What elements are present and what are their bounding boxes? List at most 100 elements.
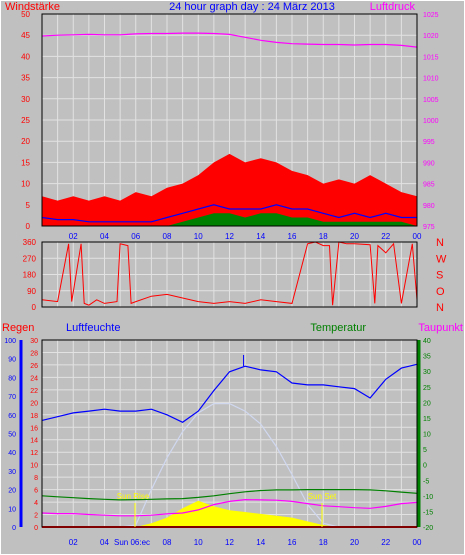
x-tick-label: 16 bbox=[288, 538, 297, 547]
rain-axis-label: Regen bbox=[2, 322, 34, 334]
pressure-tick-label: 1000 bbox=[423, 118, 439, 125]
humidity-temp-frame bbox=[41, 339, 418, 528]
x-tick-label: 06 bbox=[131, 232, 140, 241]
wind-tick-label: 35 bbox=[21, 74, 30, 83]
temperature-tick-label: 40 bbox=[423, 338, 431, 345]
sunset-label: Sun Set bbox=[308, 492, 337, 501]
rain-tick-label: 10 bbox=[30, 463, 38, 470]
temperature-tick-label: 10 bbox=[423, 432, 431, 439]
x-tick-label: 22 bbox=[381, 232, 390, 241]
temperature-tick-label: -15 bbox=[423, 509, 433, 516]
wind-tick-label: 25 bbox=[21, 116, 30, 125]
rain-tick-label: 20 bbox=[30, 400, 38, 407]
humidity-axis-label: Luftfeuchte bbox=[66, 322, 120, 334]
x-tick-label: 14 bbox=[256, 232, 265, 241]
x-tick-label: 14 bbox=[256, 538, 265, 547]
wind-pressure-frame bbox=[41, 13, 418, 227]
temperature-tick-label: -20 bbox=[423, 525, 433, 532]
x-tick-label: 02 bbox=[69, 538, 78, 547]
compass-label: S bbox=[436, 270, 443, 282]
pressure-tick-label: 980 bbox=[423, 203, 435, 210]
x-tick-label: 10 bbox=[194, 538, 203, 547]
compass-label: N bbox=[436, 302, 444, 314]
pressure-tick-label: 1010 bbox=[423, 76, 439, 83]
temperature-tick-label: -5 bbox=[423, 478, 429, 485]
x-tick-label: 08 bbox=[163, 232, 172, 241]
rain-tick-label: 18 bbox=[30, 413, 38, 420]
direction-frame bbox=[41, 241, 418, 308]
humidity-tick-label: 40 bbox=[8, 450, 16, 457]
x-tick-label: 04 bbox=[100, 232, 109, 241]
direction-tick-label: 360 bbox=[23, 238, 37, 247]
rain-tick-label: 24 bbox=[30, 375, 38, 382]
wind-low-area bbox=[42, 213, 417, 226]
rain-tick-label: 2 bbox=[34, 513, 38, 520]
x-tick-label: 18 bbox=[319, 538, 328, 547]
rain-tick-label: 12 bbox=[30, 450, 38, 457]
sun-time-label: Sun 06:ec bbox=[114, 538, 150, 547]
pressure-tick-label: 1005 bbox=[423, 97, 439, 104]
humidity-tick-label: 90 bbox=[8, 357, 16, 364]
direction-tick-label: 0 bbox=[32, 303, 37, 312]
pressure-tick-label: 995 bbox=[423, 139, 435, 146]
pressure-tick-label: 985 bbox=[423, 182, 435, 189]
wind-tick-label: 40 bbox=[21, 52, 30, 61]
temperature-tick-label: 25 bbox=[423, 385, 431, 392]
x-tick-label: 20 bbox=[350, 538, 359, 547]
rain-tick-label: 0 bbox=[34, 525, 38, 532]
temperature-tick-label: 20 bbox=[423, 400, 431, 407]
temperature-tick-label: 30 bbox=[423, 369, 431, 376]
x-tick-label: 00 bbox=[413, 232, 422, 241]
rain-tick-label: 22 bbox=[30, 388, 38, 395]
wind-tick-label: 0 bbox=[26, 222, 31, 231]
wind-avg-line bbox=[41, 204, 417, 223]
wind-tick-label: 20 bbox=[21, 137, 30, 146]
wind-tick-label: 30 bbox=[21, 95, 30, 104]
wind-tick-label: 45 bbox=[21, 31, 30, 40]
pressure-tick-label: 975 bbox=[423, 224, 435, 231]
x-tick-label: 08 bbox=[163, 538, 172, 547]
compass-label: N bbox=[436, 237, 444, 249]
humidity-tick-label: 30 bbox=[8, 469, 16, 476]
sunrise-label: Sun Rise bbox=[117, 492, 150, 501]
pressure-tick-label: 1025 bbox=[423, 12, 439, 19]
humidity-tick-label: 0 bbox=[12, 525, 16, 532]
rain-tick-label: 4 bbox=[34, 500, 38, 507]
temperature-tick-label: 5 bbox=[423, 447, 427, 454]
pressure-tick-label: 1015 bbox=[423, 54, 439, 61]
humidity-tick-label: 70 bbox=[8, 394, 16, 401]
rain-tick-label: 16 bbox=[30, 425, 38, 432]
wind-tick-label: 50 bbox=[21, 10, 30, 19]
pressure-tick-label: 1020 bbox=[423, 33, 439, 40]
direction-line bbox=[41, 241, 418, 306]
graph-title: 24 hour graph day : 24 März 2013 bbox=[169, 1, 335, 13]
wind-axis-label: Windstärke bbox=[5, 1, 60, 13]
humidity-tick-label: 50 bbox=[8, 432, 16, 439]
rain-tick-label: 14 bbox=[30, 438, 38, 445]
pressure-axis-label: Luftdruck bbox=[370, 1, 416, 13]
compass-label: O bbox=[436, 286, 445, 298]
x-tick-label: 18 bbox=[319, 232, 328, 241]
x-tick-label: 16 bbox=[288, 232, 297, 241]
x-tick-label: 12 bbox=[225, 232, 234, 241]
direction-tick-label: 180 bbox=[23, 271, 37, 280]
rain-tick-label: 28 bbox=[30, 350, 38, 357]
temperature-tick-label: 15 bbox=[423, 416, 431, 423]
rain-tick-label: 26 bbox=[30, 363, 38, 370]
x-tick-label: 02 bbox=[69, 232, 78, 241]
humidity-tick-label: 20 bbox=[8, 488, 16, 495]
x-tick-label: 04 bbox=[100, 538, 109, 547]
temperature-line bbox=[41, 489, 418, 501]
dewpoint-line bbox=[41, 498, 418, 517]
temperature-tick-label: 0 bbox=[423, 463, 427, 470]
rain-tick-label: 8 bbox=[34, 475, 38, 482]
x-tick-label: 00 bbox=[413, 538, 422, 547]
x-tick-label: 22 bbox=[381, 538, 390, 547]
direction-tick-label: 270 bbox=[23, 254, 37, 263]
dewpoint-axis-label: Taupunkt bbox=[418, 322, 463, 334]
wind-tick-label: 5 bbox=[26, 201, 31, 210]
humidity-tick-label: 100 bbox=[4, 338, 16, 345]
temperature-tick-label: 35 bbox=[423, 354, 431, 361]
